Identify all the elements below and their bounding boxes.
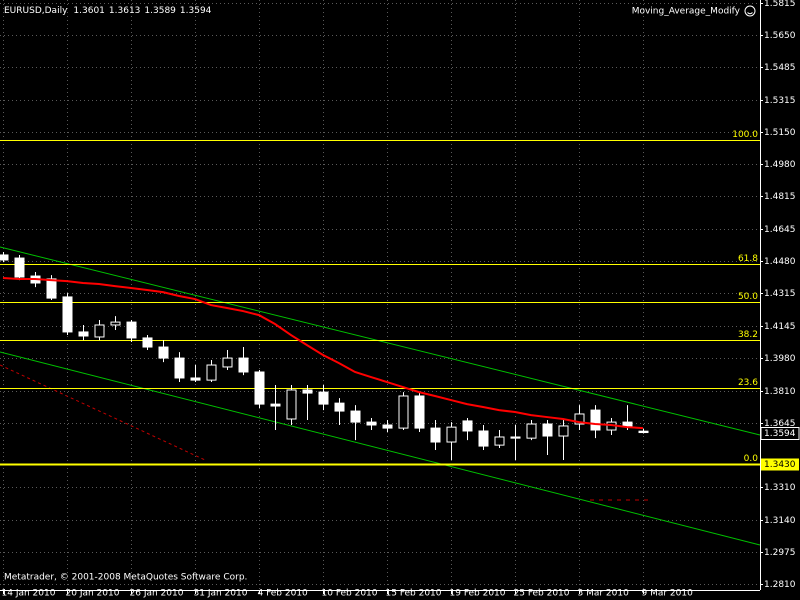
y-tick-label: 1.3810: [764, 387, 796, 397]
candle-body: [382, 424, 393, 429]
candle-body: [318, 391, 329, 405]
channel-lower: [0, 351, 761, 546]
candle-body: [302, 389, 313, 394]
ma-line: [2, 276, 644, 430]
fib-label: 100.0: [732, 130, 758, 140]
y-tick-label: 1.4645: [764, 225, 796, 235]
y-tick-label: 1.5150: [764, 128, 796, 138]
fib-label: 38.2: [738, 330, 758, 340]
header-low: 1.3589: [144, 6, 176, 16]
y-tick-label: 1.3980: [764, 354, 796, 364]
y-tick-label: 1.2810: [764, 580, 796, 590]
x-tick-label: 9 Mar 2010: [642, 589, 694, 599]
header-open: 1.3601: [73, 6, 105, 16]
current-price-box: [760, 427, 800, 440]
candle-body: [174, 357, 185, 379]
header-high: 1.3613: [109, 6, 141, 16]
candle-body: [78, 331, 89, 337]
candle-body: [158, 346, 169, 359]
moving-average: [2, 276, 644, 430]
expert-smiley: [744, 5, 756, 17]
fib-price-box: [761, 458, 799, 471]
candle-body: [254, 371, 265, 405]
y-tick-label: 1.3140: [764, 516, 796, 526]
candle-body: [270, 403, 281, 407]
x-tick-label: 19 Feb 2010: [450, 589, 506, 599]
candle-body: [110, 321, 121, 326]
candle-body: [430, 427, 441, 443]
y-tick-label: 1.4145: [764, 322, 796, 332]
candle-body: [222, 357, 233, 368]
candle-body: [350, 410, 361, 423]
candle-body: [478, 430, 489, 447]
x-tick-label: 10 Feb 2010: [322, 589, 378, 599]
candle-body: [542, 423, 553, 437]
y-tick-label: 1.4815: [764, 192, 796, 202]
chart-title: EURUSD,Daily 1.3601 1.3613 1.3589 1.3594: [4, 6, 212, 16]
candle-body: [0, 254, 9, 261]
indicator-name: Moving_Average_Modify: [632, 7, 741, 17]
candle-body: [46, 278, 57, 299]
candle-body: [590, 409, 601, 431]
y-tick-label: 1.5315: [764, 96, 796, 106]
fib-price-label: 1.3430: [764, 460, 796, 470]
candle-body: [574, 413, 585, 425]
y-tick-label: 1.3310: [764, 483, 796, 493]
x-tick-label: 4 Feb 2010: [258, 589, 309, 599]
candle-body: [510, 436, 521, 439]
y-tick-label: 1.5485: [764, 63, 796, 73]
candle-body: [190, 377, 201, 381]
grid: [0, 0, 760, 590]
y-tick-label: 1.4315: [764, 289, 796, 299]
y-tick-label: 1.3645: [764, 419, 796, 429]
candle-body: [414, 395, 425, 429]
fib-label: 61.8: [738, 254, 758, 264]
fib-label: 0.0: [744, 454, 759, 464]
x-tick-label: 26 Jan 2010: [130, 589, 184, 599]
candle-body: [14, 257, 25, 278]
candle-body: [62, 296, 73, 333]
y-tick-label: 1.5815: [764, 0, 796, 9]
candle-body: [366, 421, 377, 426]
x-tick-label: 14 Jan 2010: [2, 589, 56, 599]
candle-body: [126, 321, 137, 339]
candle-body: [622, 421, 633, 427]
candle-body: [638, 430, 649, 434]
fibonacci: 100.0 61.8 50.0 38.2 23.6 0.0: [0, 130, 760, 466]
expert-smiley-mouth: [747, 12, 753, 15]
y-tick-label: 1.4480: [764, 257, 796, 267]
red-dashed-line: [0, 364, 206, 461]
symbol: EURUSD,Daily: [4, 6, 68, 16]
y-tick-label: 1.4980: [764, 160, 796, 170]
candle-body: [94, 324, 105, 338]
candle-body: [446, 426, 457, 443]
x-tick-label: 20 Jan 2010: [66, 589, 120, 599]
footer: Metatrader, © 2001-2008 MetaQuotes Softw…: [4, 573, 247, 583]
y-tick-label: 1.2975: [764, 548, 796, 558]
candle-body: [286, 389, 297, 420]
candle-body: [494, 436, 505, 446]
fib-label: 23.6: [738, 378, 758, 388]
x-tick-label: 31 Jan 2010: [194, 589, 248, 599]
candle-body: [238, 357, 249, 373]
candle-body: [462, 420, 473, 432]
candle-body: [334, 402, 345, 412]
candle-body: [526, 423, 537, 439]
header-close: 1.3594: [180, 6, 212, 16]
candle-body: [398, 395, 409, 429]
candle-body: [206, 364, 217, 381]
x-tick-label: 25 Feb 2010: [514, 589, 570, 599]
candle-body: [558, 425, 569, 437]
y-tick-label: 1.5650: [764, 31, 796, 41]
fib-label: 50.0: [738, 292, 758, 302]
current-price-label: 1.3594: [764, 429, 796, 439]
candle-body: [142, 337, 153, 348]
x-tick-label: 15 Feb 2010: [386, 589, 442, 599]
x-tick-label: 3 Mar 2010: [578, 589, 630, 599]
